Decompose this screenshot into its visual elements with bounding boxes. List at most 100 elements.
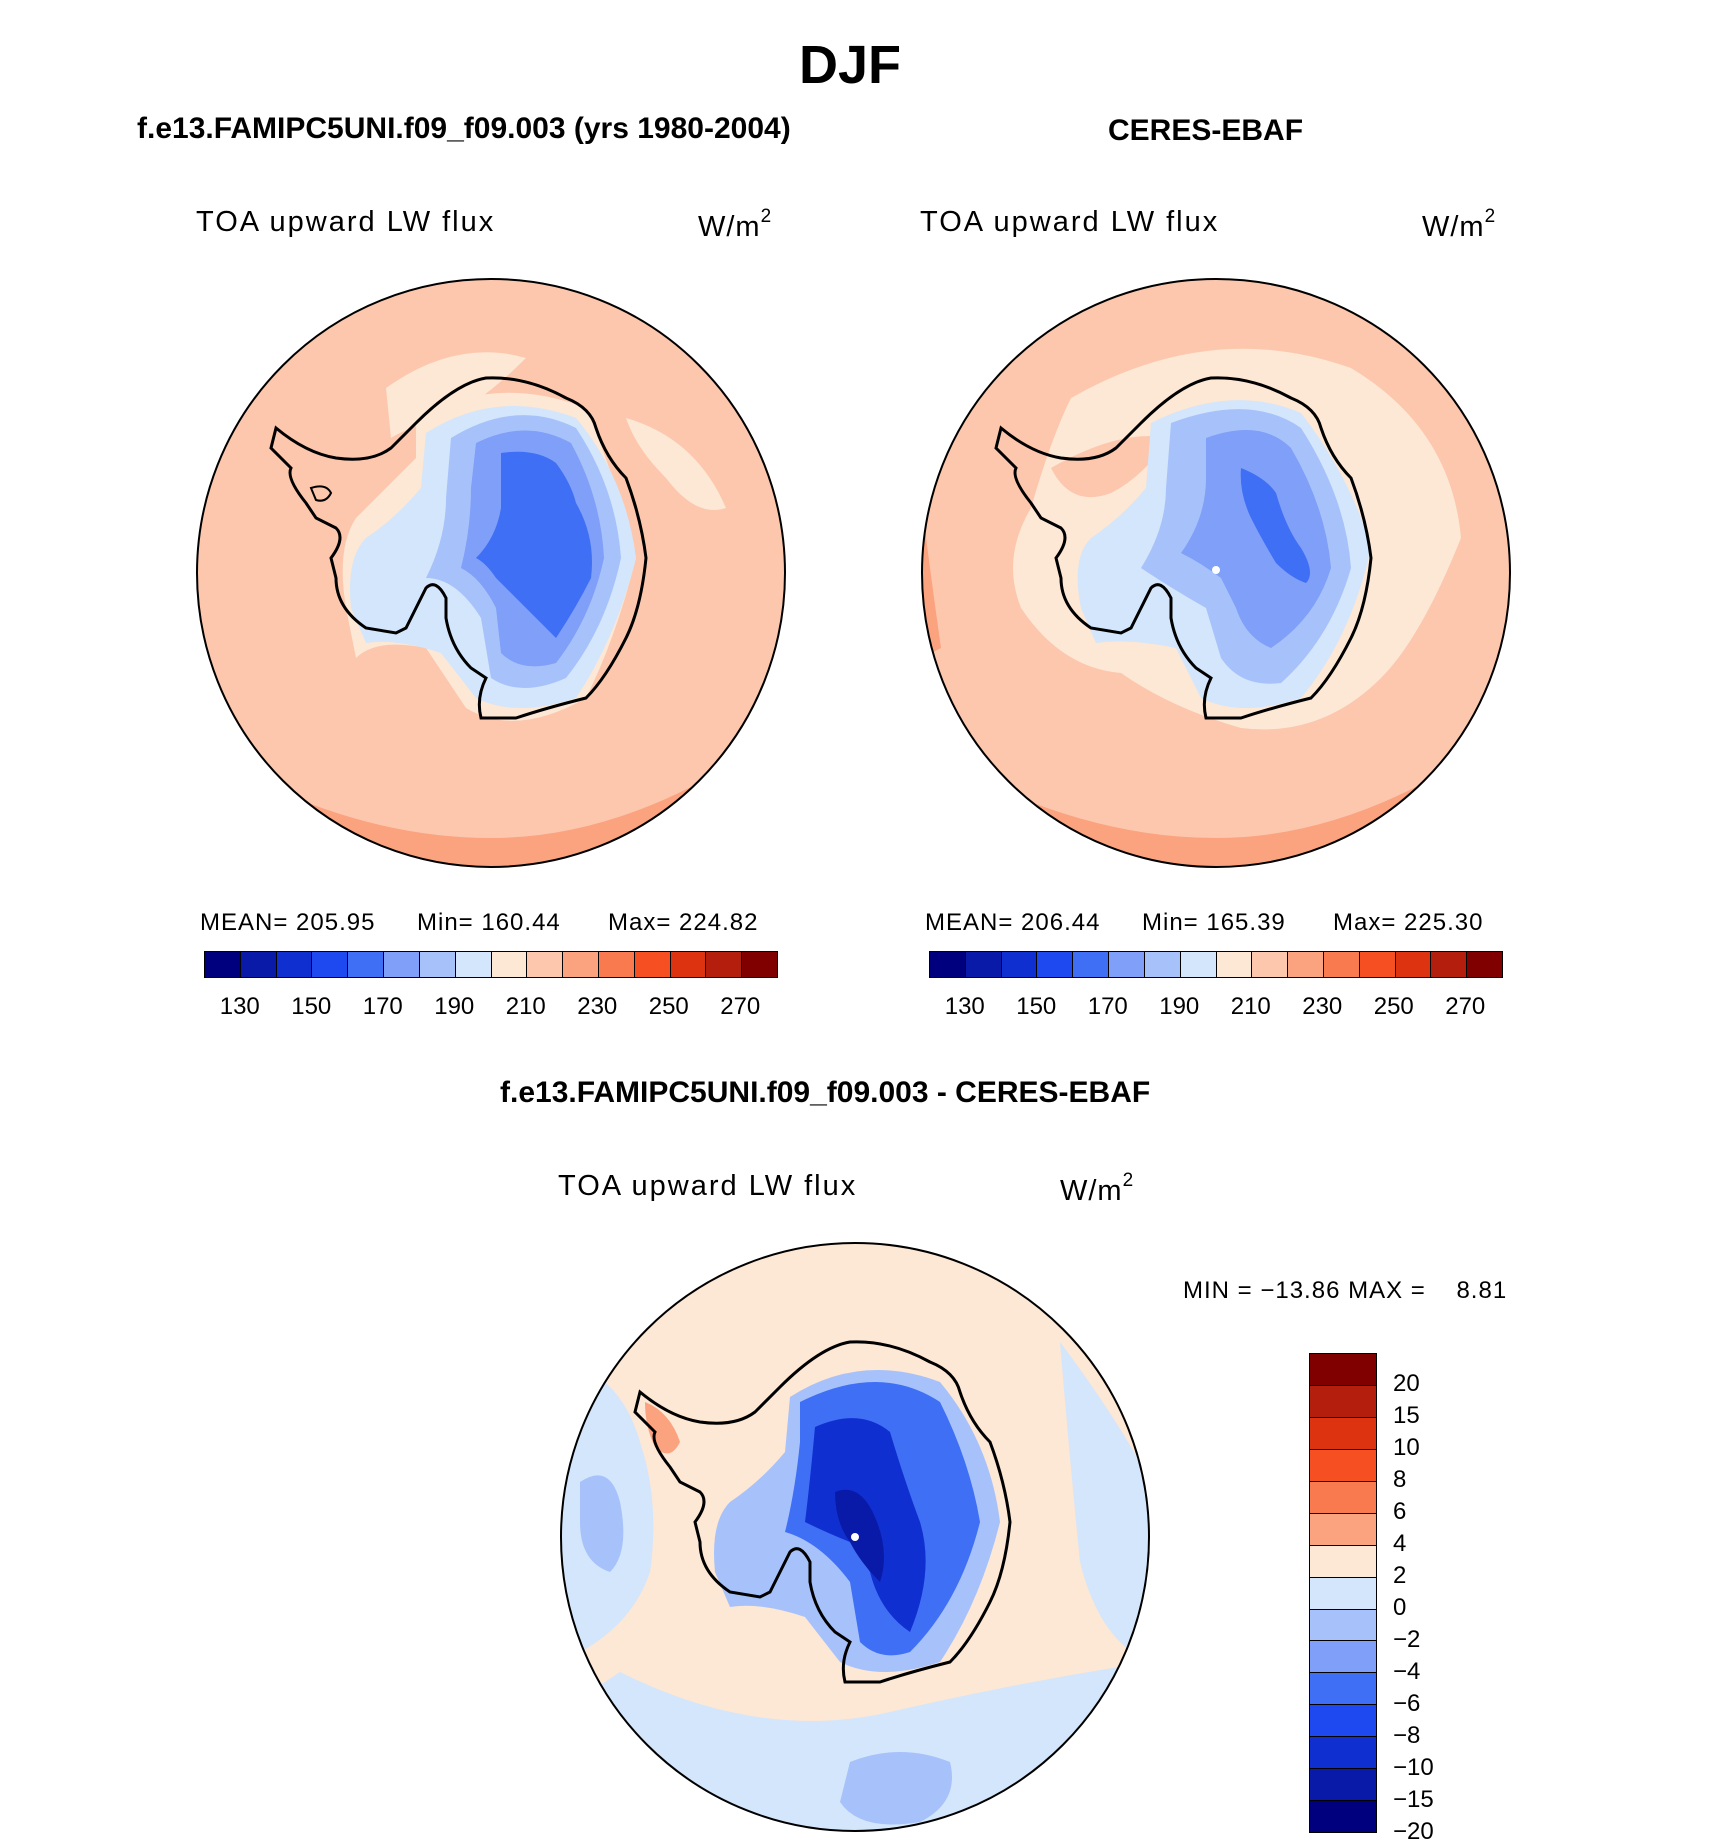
colorbar-box <box>1252 952 1289 977</box>
cool-band-ne <box>626 418 726 510</box>
peninsula-inlet <box>309 485 333 502</box>
ice-sheet-core <box>1240 468 1310 583</box>
obs-unit-label: W/m2 <box>1422 206 1497 243</box>
diff-colorbar-ticks: 20 15 10 8 6 4 2 0 −2 −4 −6 −8 −10 −15 −20 <box>1393 1353 1473 1845</box>
negative-region-east <box>1060 1342 1149 1662</box>
colorbar-tick-label: 2 <box>1393 1562 1407 1589</box>
obs-mean-stat: MEAN= 206.44 <box>925 909 1101 936</box>
colorbar-tick-label: 15 <box>1393 1402 1420 1429</box>
colorbar-tick-label: 230 <box>577 993 618 1020</box>
colorbar-tick-label: 10 <box>1393 1434 1420 1461</box>
colorbar-box <box>1310 1705 1376 1738</box>
obs-field-label: TOA upward LW flux <box>920 206 1220 238</box>
obs-panel-title: CERES-EBAF <box>1108 114 1304 147</box>
colorbar-tick-label: 230 <box>1302 993 1343 1020</box>
colorbar-box <box>1310 1673 1376 1706</box>
colorbar-box <box>276 952 313 977</box>
colorbar-tick-label: 4 <box>1393 1530 1407 1557</box>
colorbar-box <box>205 952 241 977</box>
model-field-label: TOA upward LW flux <box>196 206 496 238</box>
colorbar-box <box>419 952 456 977</box>
model-mean-stat: MEAN= 205.95 <box>200 909 376 936</box>
diff-map <box>560 1242 1150 1832</box>
colorbar-tick-label: −8 <box>1393 1722 1421 1749</box>
colorbar-box <box>1037 952 1074 977</box>
model-colorbar <box>204 951 778 978</box>
ocean-gap <box>1051 436 1171 498</box>
colorbar-box <box>1323 952 1360 977</box>
model-panel-title: f.e13.FAMIPC5UNI.f09_f09.003 (yrs 1980-2… <box>137 112 791 145</box>
colorbar-box <box>1395 952 1432 977</box>
colorbar-tick-label: 170 <box>362 993 403 1020</box>
figure-title: DJF <box>798 35 901 95</box>
colorbar-box <box>312 952 349 977</box>
diff-unit-label: W/m2 <box>1060 1170 1135 1207</box>
colorbar-tick-label: −6 <box>1393 1690 1421 1717</box>
colorbar-box <box>742 952 777 977</box>
ice-sheet-mid2 <box>1181 430 1331 648</box>
colorbar-tick-label: 250 <box>1373 993 1414 1020</box>
colorbar-box <box>1288 952 1324 977</box>
colorbar-tick-label: 250 <box>648 993 689 1020</box>
colorbar-tick-label: 150 <box>291 993 332 1020</box>
colorbar-box <box>1073 952 1110 977</box>
colorbar-tick-label: 0 <box>1393 1594 1407 1621</box>
colorbar-box <box>1310 1801 1376 1833</box>
colorbar-tick-label: −20 <box>1393 1818 1434 1845</box>
colorbar-tick-label: −2 <box>1393 1626 1421 1653</box>
colorbar-box <box>1310 1737 1376 1770</box>
colorbar-box <box>670 952 707 977</box>
colorbar-box <box>1180 952 1217 977</box>
colorbar-box <box>1216 952 1253 977</box>
obs-colorbar-ticks: 130 150 170 190 210 230 250 270 <box>929 993 1503 1023</box>
diff-field-label: TOA upward LW flux <box>558 1170 858 1202</box>
pole-marker <box>851 1533 859 1541</box>
colorbar-box <box>348 952 385 977</box>
colorbar-tick-label: −15 <box>1393 1786 1434 1813</box>
colorbar-tick-label: 190 <box>434 993 475 1020</box>
model-unit-label: W/m2 <box>698 206 773 243</box>
colorbar-box <box>1359 952 1396 977</box>
colorbar-box <box>455 952 492 977</box>
colorbar-box <box>1310 1417 1376 1450</box>
diff-panel-title: f.e13.FAMIPC5UNI.f09_f09.003 - CERES-EBA… <box>500 1076 1151 1109</box>
model-max-stat: Max= 224.82 <box>608 909 759 936</box>
colorbar-box <box>1144 952 1181 977</box>
model-colorbar-ticks: 130 150 170 190 210 230 250 270 <box>204 993 778 1023</box>
colorbar-box <box>1310 1449 1376 1482</box>
colorbar-box <box>930 952 966 977</box>
colorbar-tick-label: 20 <box>1393 1370 1420 1397</box>
colorbar-box <box>598 952 635 977</box>
obs-colorbar <box>929 951 1503 978</box>
colorbar-tick-label: 210 <box>505 993 546 1020</box>
colorbar-box <box>1467 952 1502 977</box>
colorbar-tick-label: 6 <box>1393 1498 1407 1525</box>
diff-minmax: MIN = −13.86 MAX = 8.81 <box>1183 1277 1508 1304</box>
colorbar-box <box>1310 1609 1376 1642</box>
colorbar-tick-label: 270 <box>1445 993 1486 1020</box>
coastline <box>269 376 648 720</box>
colorbar-tick-label: −4 <box>1393 1658 1421 1685</box>
coastline <box>633 1340 1012 1684</box>
blue-blob-west <box>580 1475 624 1572</box>
colorbar-box <box>1001 952 1038 977</box>
ice-sheet-center <box>835 1489 884 1582</box>
colorbar-tick-label: 130 <box>219 993 260 1020</box>
colorbar-box <box>965 952 1002 977</box>
colorbar-tick-label: 210 <box>1230 993 1271 1020</box>
pole-marker <box>1212 566 1220 574</box>
colorbar-box <box>1310 1545 1376 1578</box>
colorbar-box <box>1310 1354 1376 1386</box>
colorbar-tick-label: 130 <box>944 993 985 1020</box>
colorbar-box <box>1109 952 1145 977</box>
colorbar-box <box>1310 1577 1376 1610</box>
colorbar-box <box>1310 1481 1376 1514</box>
colorbar-box <box>384 952 420 977</box>
colorbar-tick-label: 270 <box>720 993 761 1020</box>
colorbar-tick-label: −10 <box>1393 1754 1434 1781</box>
colorbar-box <box>240 952 277 977</box>
colorbar-box <box>563 952 599 977</box>
colorbar-box <box>1310 1385 1376 1418</box>
obs-max-stat: Max= 225.30 <box>1333 909 1484 936</box>
colorbar-box <box>1310 1769 1376 1802</box>
